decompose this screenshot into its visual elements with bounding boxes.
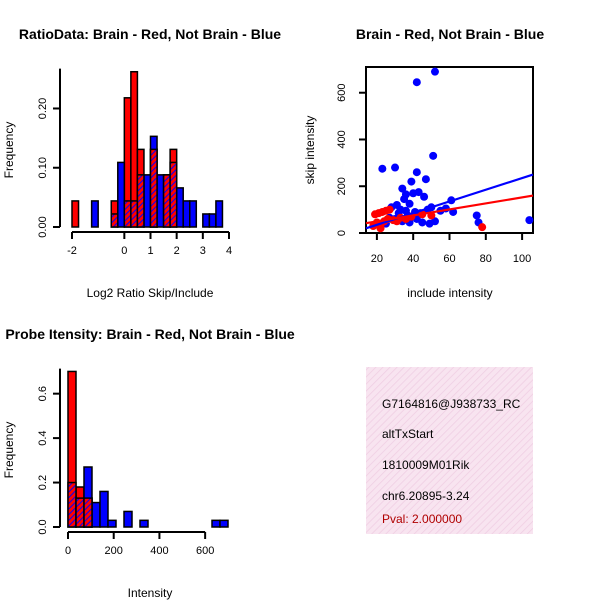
intensity-histogram-panel: Probe Itensity: Brain - Red, Not Brain -… — [2, 326, 295, 600]
not-brain-point — [421, 175, 430, 184]
y-axis-label: skip intensity — [303, 116, 317, 185]
not-brain-point — [525, 216, 534, 225]
not-brain-point — [429, 151, 438, 160]
genomic-location: chr6.20895-3.24 — [382, 489, 470, 503]
overlap-bar — [162, 174, 171, 228]
x-tick-label: 200 — [105, 545, 123, 557]
overlap-bar — [110, 213, 119, 228]
brain-bar — [71, 200, 80, 228]
x-axis-label: Log2 Ratio Skip/Include — [87, 286, 214, 300]
brain-fit-line — [365, 194, 534, 225]
not-brain-bar — [219, 519, 229, 528]
overlap-bar — [149, 148, 158, 228]
scatter-panel: Brain - Red, Not Brain - Blue 20 40 60 80 10… — [303, 26, 544, 300]
not-brain-bar — [107, 519, 117, 528]
not-brain-bar — [143, 174, 152, 228]
x-tick-label: 3 — [200, 245, 206, 257]
ratio-histogram-panel: RatioData: Brain - Red, Not Brain - Blue… — [2, 26, 281, 300]
not-brain-point — [412, 168, 421, 177]
x-tick-label: 2 — [174, 245, 180, 257]
not-brain-point — [400, 195, 409, 204]
brain-point — [478, 223, 487, 232]
x-tick-label: 100 — [513, 253, 531, 265]
overlap-bar — [83, 497, 93, 528]
x-tick-label: 600 — [196, 545, 214, 557]
event-info-panel: G7164816@J938733_RC altTxStart 1810009M0… — [366, 367, 533, 534]
not-brain-point — [430, 67, 439, 76]
not-brain-bar — [175, 187, 184, 228]
not-brain-point — [472, 211, 481, 220]
x-tick-label: -2 — [67, 245, 77, 257]
x-tick-label: 0 — [121, 245, 127, 257]
y-tick-label: 400 — [336, 130, 348, 148]
x-tick-label: 80 — [480, 253, 492, 265]
y-tick-label: 0.4 — [37, 430, 49, 445]
brain-point — [376, 224, 385, 233]
y-tick-label: 0 — [336, 230, 348, 236]
not-brain-point — [420, 192, 429, 201]
overlap-bar — [169, 161, 178, 228]
not-brain-point — [414, 188, 423, 197]
y-tick-label: 0.2 — [37, 475, 49, 490]
not-brain-point — [391, 163, 400, 172]
not-brain-bar — [202, 213, 211, 228]
event-id: G7164816@J938733_RC — [382, 397, 521, 411]
x-tick-label: 60 — [443, 253, 455, 265]
not-brain-bar — [189, 200, 198, 228]
not-brain-bar — [90, 200, 99, 228]
overlap-bar — [136, 174, 145, 228]
not-brain-point — [412, 78, 421, 87]
y-tick-label: 0.0 — [37, 519, 49, 534]
not-brain-point — [405, 199, 414, 208]
y-tick-label: 200 — [336, 177, 348, 195]
not-brain-bar — [117, 161, 126, 228]
not-brain-bar — [182, 200, 191, 228]
y-axis-label: Frequency — [2, 422, 16, 479]
x-axis-label: Intensity — [128, 586, 173, 600]
not-brain-point — [418, 218, 427, 227]
x-tick-label: 20 — [371, 253, 383, 265]
not-brain-bar — [156, 174, 165, 228]
brain-point — [385, 205, 394, 214]
y-tick-label: 0.20 — [37, 98, 49, 119]
overlap-bar — [130, 200, 139, 228]
x-tick-label: 1 — [147, 245, 153, 257]
x-tick-label: 0 — [65, 545, 71, 557]
chart-title: Brain - Red, Not Brain - Blue — [356, 26, 544, 42]
y-tick-label: 0.6 — [37, 386, 49, 401]
overlap-bar — [123, 200, 132, 228]
overlap-bar — [75, 497, 85, 528]
chart-title: RatioData: Brain - Red, Not Brain - Blue — [19, 26, 281, 42]
not-brain-bar — [211, 519, 221, 528]
not-brain-bar — [139, 519, 149, 528]
p-value: Pval: 2.000000 — [382, 512, 462, 526]
not-brain-bar — [208, 213, 217, 228]
y-tick-label: 600 — [336, 84, 348, 102]
y-tick-label: 0.10 — [37, 157, 49, 178]
x-axis-label: include intensity — [407, 286, 492, 300]
not-brain-point — [430, 217, 439, 226]
event-type: altTxStart — [382, 427, 434, 441]
not-brain-point — [407, 177, 416, 186]
not-brain-bar — [123, 510, 133, 528]
y-axis-label: Frequency — [2, 122, 16, 179]
not-brain-bar — [215, 200, 224, 228]
not-brain-bar — [91, 501, 101, 528]
not-brain-point — [398, 184, 407, 193]
not-brain-point — [378, 164, 387, 173]
y-tick-label: 0.00 — [37, 216, 49, 237]
x-tick-label: 400 — [150, 545, 168, 557]
overlap-bar — [67, 481, 77, 528]
info-box — [366, 367, 533, 534]
not-brain-fit-line — [365, 173, 534, 230]
gene-name: 1810009M01Rik — [382, 458, 470, 472]
x-tick-label: 40 — [407, 253, 419, 265]
x-tick-label: 4 — [226, 245, 232, 257]
chart-title: Probe Itensity: Brain - Red, Not Brain -… — [5, 326, 295, 342]
not-brain-bar — [99, 490, 109, 528]
